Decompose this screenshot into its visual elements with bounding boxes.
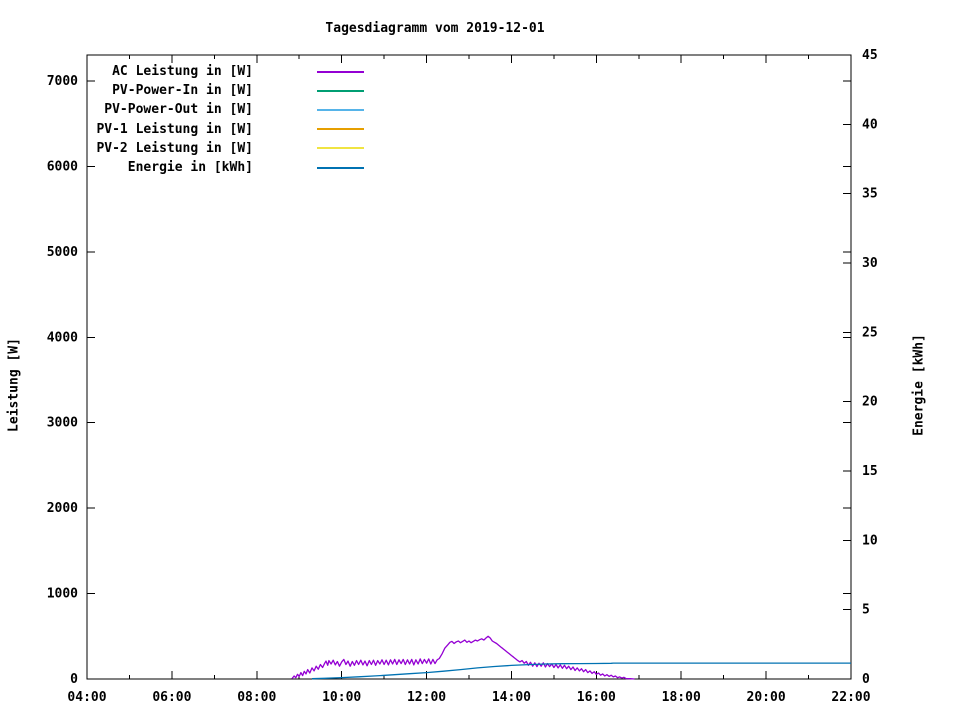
x-axis-tick-label: 08:00 — [237, 690, 276, 705]
y2-axis-tick-label: 35 — [862, 187, 878, 202]
x-axis-tick-label: 06:00 — [152, 690, 191, 705]
x-axis-tick-label: 10:00 — [322, 690, 361, 705]
x-axis-tick-label: 22:00 — [831, 690, 870, 705]
legend-label: PV-Power-Out in [W] — [104, 102, 253, 118]
legend-label: Energie in [kWh] — [127, 160, 253, 175]
legend-line-sample — [317, 108, 364, 111]
y2-axis-tick-label: 5 — [862, 603, 870, 618]
x-axis-tick-label: 12:00 — [407, 690, 446, 705]
y2-axis-tick-label: 30 — [862, 256, 878, 271]
y2-axis-tick-label: 40 — [862, 117, 878, 132]
legend-line-sample — [317, 147, 364, 150]
x-axis-tick-label: 18:00 — [662, 690, 701, 705]
legend-line-sample — [317, 89, 364, 92]
y-axis-tick-label: 5000 — [47, 245, 78, 260]
legend-label: PV-Power-In in [W] — [112, 83, 253, 99]
y2-axis-tick-label: 45 — [862, 48, 878, 63]
x-axis-tick-label: 16:00 — [577, 690, 616, 705]
x-axis-tick-label: 20:00 — [747, 690, 786, 705]
series-line-left — [291, 635, 635, 680]
y2-axis-tick-label: 0 — [862, 672, 870, 687]
y-axis-tick-label: 3000 — [47, 416, 78, 431]
legend-line-sample — [317, 128, 364, 131]
y-axis-tick-label: 0 — [70, 672, 78, 687]
legend-label: AC Leistung in [W] — [112, 64, 253, 79]
legend-line-sample — [317, 70, 364, 73]
y-axis-tick-label: 2000 — [47, 501, 78, 516]
y2-axis-tick-label: 15 — [862, 464, 878, 479]
x-axis-tick-label: 14:00 — [492, 690, 531, 705]
x-axis-tick-label: 04:00 — [67, 690, 106, 705]
legend-label: PV-1 Leistung in [W] — [96, 121, 253, 137]
y-axis-tick-label: 7000 — [47, 74, 78, 89]
y-axis-tick-label: 1000 — [47, 587, 78, 602]
y2-axis-tick-label: 20 — [862, 395, 878, 410]
series-line-right — [311, 662, 851, 680]
y-axis-tick-label: 4000 — [47, 330, 78, 345]
y2-axis-tick-label: 25 — [862, 325, 878, 340]
y-axis-tick-label: 6000 — [47, 159, 78, 174]
chart-title: Tagesdiagramm vom 2019-12-01 — [325, 21, 545, 36]
legend-line-sample — [317, 166, 364, 169]
y2-axis-tick-label: 10 — [862, 533, 878, 548]
legend-label: PV-2 Leistung in [W] — [96, 140, 253, 156]
